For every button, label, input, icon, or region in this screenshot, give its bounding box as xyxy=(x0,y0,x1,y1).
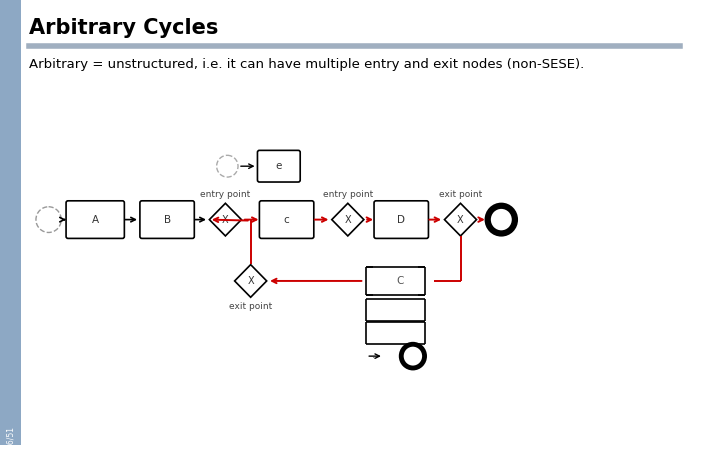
Text: exit point: exit point xyxy=(439,190,482,199)
Text: X: X xyxy=(248,276,254,286)
Circle shape xyxy=(487,206,515,234)
FancyBboxPatch shape xyxy=(374,201,428,239)
Text: C: C xyxy=(397,276,404,286)
FancyBboxPatch shape xyxy=(66,201,125,239)
Polygon shape xyxy=(210,203,241,236)
Text: 36/51: 36/51 xyxy=(6,426,15,448)
Text: c: c xyxy=(284,215,289,225)
Text: X: X xyxy=(222,215,229,225)
FancyBboxPatch shape xyxy=(258,150,300,182)
Text: B: B xyxy=(163,215,171,225)
Text: A: A xyxy=(91,215,99,225)
Bar xyxy=(0,0,22,445)
Text: e: e xyxy=(276,161,282,171)
Polygon shape xyxy=(444,203,477,236)
Circle shape xyxy=(217,155,238,177)
Text: Arbitrary Cycles: Arbitrary Cycles xyxy=(29,18,219,38)
Text: D: D xyxy=(397,215,405,225)
Polygon shape xyxy=(332,203,364,236)
Text: entry point: entry point xyxy=(200,190,251,199)
Polygon shape xyxy=(235,265,266,297)
Text: entry point: entry point xyxy=(323,190,373,199)
Text: Arbitrary = unstructured, i.e. it can have multiple entry and exit nodes (non-SE: Arbitrary = unstructured, i.e. it can ha… xyxy=(29,58,585,71)
FancyBboxPatch shape xyxy=(140,201,194,239)
Text: X: X xyxy=(457,215,464,225)
FancyBboxPatch shape xyxy=(259,201,314,239)
Circle shape xyxy=(36,207,61,233)
Text: .: . xyxy=(372,350,376,360)
Text: exit point: exit point xyxy=(229,302,272,311)
Text: X: X xyxy=(344,215,351,225)
Circle shape xyxy=(401,344,425,368)
